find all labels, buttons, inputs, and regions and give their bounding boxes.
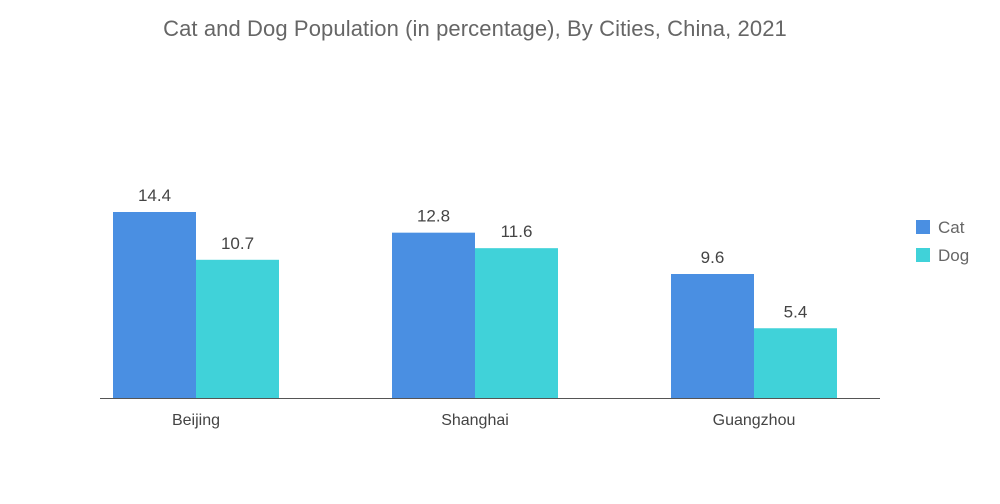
data-label-cat-beijing: 14.4: [138, 186, 171, 205]
data-label-cat-guangzhou: 9.6: [701, 248, 725, 267]
bar-cat-shanghai: [392, 232, 475, 398]
data-label-cat-shanghai: 12.8: [417, 207, 450, 226]
data-label-dog-shanghai: 11.6: [501, 222, 533, 241]
bar-dog-shanghai: [475, 248, 558, 398]
bar-cat-guangzhou: [671, 274, 754, 398]
legend-swatch-cat: [916, 220, 930, 234]
x-tick-label-guangzhou: Guangzhou: [713, 412, 796, 429]
legend-swatch-dog: [916, 248, 930, 262]
x-tick-label-beijing: Beijing: [172, 412, 220, 429]
data-label-dog-beijing: 10.7: [221, 234, 254, 253]
legend-label-cat: Cat: [938, 218, 965, 237]
chart-title: Cat and Dog Population (in percentage), …: [163, 16, 787, 41]
bar-cat-beijing: [113, 212, 196, 398]
x-tick-label-shanghai: Shanghai: [441, 412, 509, 429]
data-label-dog-guangzhou: 5.4: [784, 302, 808, 321]
bar-dog-beijing: [196, 259, 279, 398]
bar-dog-guangzhou: [754, 328, 837, 398]
legend-label-dog: Dog: [938, 246, 969, 265]
